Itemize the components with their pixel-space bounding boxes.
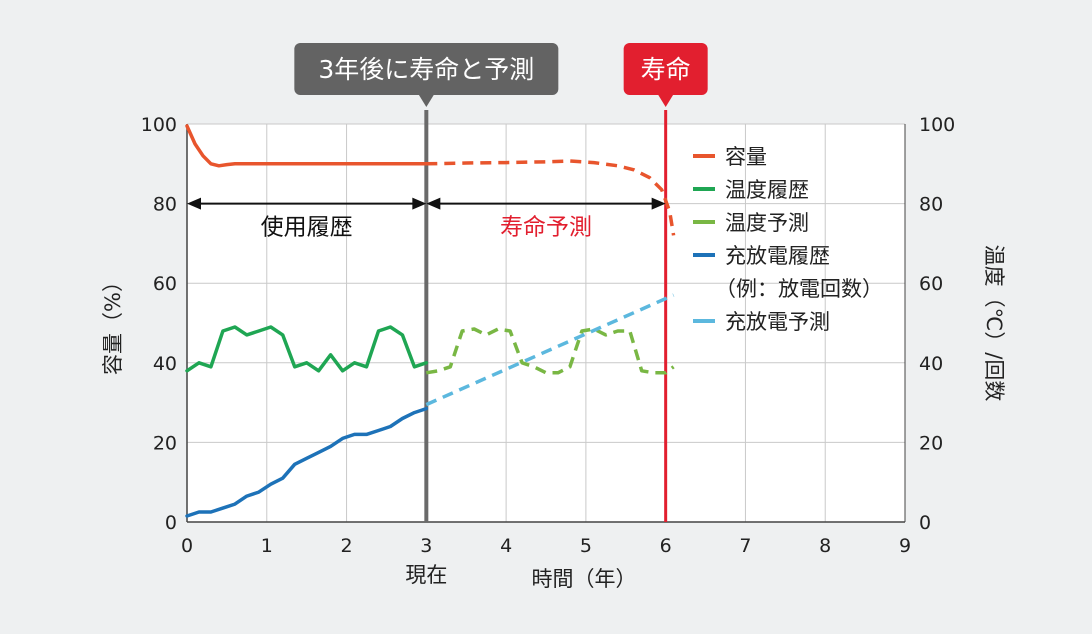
y-right-axis-title: 温度（℃）/回数 (982, 245, 1006, 402)
now-callout-pointer (418, 94, 435, 107)
x-tick-label: 8 (819, 535, 831, 557)
prediction-span-label: 寿命予測 (500, 215, 592, 241)
series-line-temp (185, 325, 429, 373)
y-left-tick-label: 0 (165, 512, 177, 534)
y-left-tick-label: 100 (141, 114, 177, 136)
y-left-tick-label: 20 (153, 432, 177, 454)
life-callout-pointer (657, 94, 674, 107)
y-left-axis-title: 容量（%） (101, 271, 125, 375)
x-tick-label: 5 (580, 535, 592, 557)
series-line-cycles (185, 406, 429, 518)
series-line-capacity-dashed (426, 159, 676, 236)
series-line-temp_pred-dashed (426, 327, 675, 375)
x-tick-label: 6 (660, 535, 672, 557)
now-callout-box (294, 43, 559, 95)
now-callout-text: 3年後に寿命と予測 (318, 55, 534, 84)
y-left-tick-label: 40 (153, 353, 177, 375)
y-left-tick-label: 80 (153, 194, 177, 216)
history-span-label: 使用履歴 (261, 215, 353, 241)
x-marker-now-label: 現在 (405, 563, 447, 587)
y-right-tick-label: 0 (919, 512, 931, 534)
y-right-tick-label: 60 (919, 273, 943, 295)
life-callout-text: 寿命 (641, 55, 691, 84)
x-tick-label: 3 (420, 535, 432, 557)
legend-label-cycles_pred: 充放電予測 (725, 310, 830, 334)
y-left-tick-label: 60 (153, 273, 177, 295)
y-right-tick-label: 20 (919, 432, 943, 454)
x-tick-label: 7 (739, 535, 751, 557)
legend-label-cycles: 充放電履歴 (725, 244, 830, 268)
legend-label-temp: 温度履歴 (725, 178, 809, 202)
history-span-arrow-head-left (187, 197, 201, 210)
x-tick-label: 4 (500, 535, 512, 557)
legend-label2-cycles: （例：放電回数） (715, 277, 883, 301)
y-right-tick-label: 80 (919, 194, 943, 216)
plot-area (187, 124, 905, 522)
legend-label-capacity: 容量 (725, 145, 767, 169)
prediction-span-arrow-head-right (651, 197, 666, 210)
y-right-tick-label: 100 (919, 114, 955, 136)
history-span-arrow-head-right (412, 197, 427, 210)
x-tick-label: 1 (261, 535, 273, 557)
series-line-cycles_pred-dashed (425, 293, 675, 407)
y-right-tick-label: 40 (919, 353, 943, 375)
x-tick-label: 9 (899, 535, 911, 557)
x-axis-title: 時間（年） (532, 567, 637, 591)
x-tick-label: 2 (341, 535, 353, 557)
prediction-span-arrow-head-left (426, 197, 441, 210)
series-line-capacity (185, 124, 429, 168)
life-callout-box (623, 43, 708, 95)
legend-label-temp_pred: 温度予測 (725, 211, 809, 235)
x-tick-label: 0 (181, 535, 193, 557)
